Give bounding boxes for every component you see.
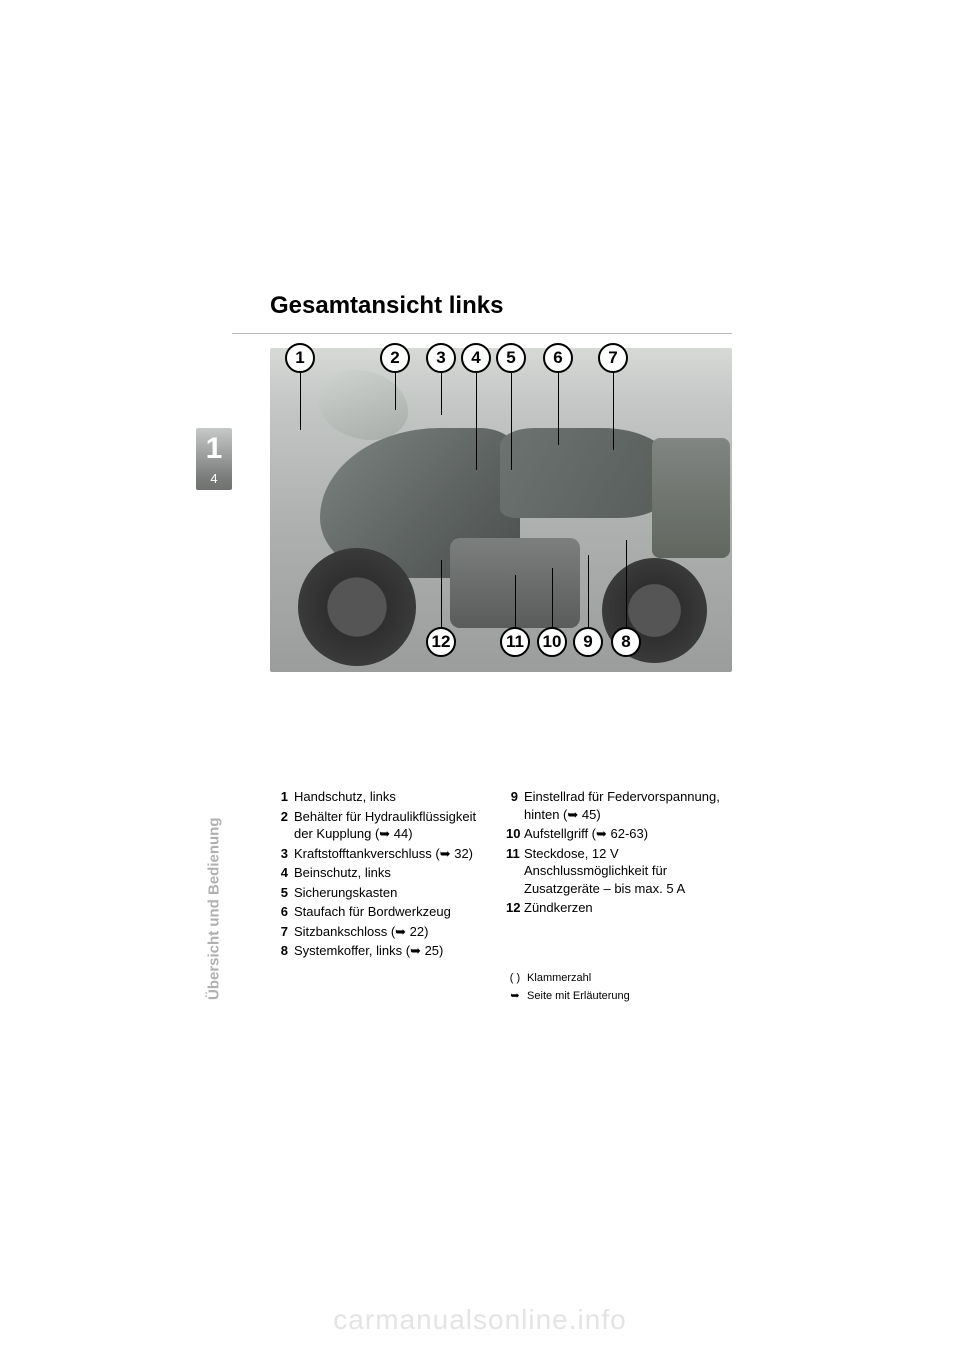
legend-column-right: 9Einstellrad für Federvor­spannung, hint… [506,788,720,919]
photo-shape [652,438,730,558]
callout-10: 10 [537,627,567,657]
callout-leader [300,373,301,430]
callout-4: 4 [461,343,491,373]
callout-leader [441,560,442,627]
callout-8: 8 [611,627,641,657]
callout-leader [588,555,589,627]
legend-item-text: Kraftstofftankverschluss (➥ 32) [294,845,490,863]
callout-leader [552,568,553,627]
legend-item: 3Kraftstofftankverschluss (➥ 32) [276,845,490,863]
callout-leader [515,575,516,627]
section-vertical-label-text: Übersicht und Bedienung [206,817,223,1000]
overview-photo [270,348,732,672]
legend-item-text: Zündkerzen [524,899,720,917]
legend-column-left: 1Handschutz, links2Behälter für Hydrauli… [276,788,490,962]
legend-item: 10Aufstellgriff (➥ 62-63) [506,825,720,843]
legend-item: 7Sitzbankschloss (➥ 22) [276,923,490,941]
legend-item-number: 6 [276,903,294,921]
legend-item: 12Zündkerzen [506,899,720,917]
legend-item-number: 4 [276,864,294,882]
photo-shape [298,548,416,666]
legend-item-text: Einstellrad für Federvor­spannung, hinte… [524,788,720,823]
legend-item: 11Steckdose, 12 V Anschlussmöglichkeit f… [506,845,720,898]
footnote-text: Klammerzahl [524,972,591,984]
footnote-line: ( ) Klammerzahl [506,970,630,988]
legend-item: 6Staufach für Bordwerkzeug [276,903,490,921]
chapter-number: 1 [196,432,232,466]
legend-item-text: Behälter für Hydraulik­flüssigkeit der K… [294,808,490,843]
legend-item-number: 10 [506,825,524,843]
callout-leader [441,373,442,415]
callout-12: 12 [426,627,456,657]
callout-leader [476,373,477,470]
chapter-tab: 1 4 [196,428,232,490]
callout-1: 1 [285,343,315,373]
callout-leader [558,373,559,445]
callout-leader [395,373,396,410]
callout-leader [511,373,512,470]
legend-item-number: 9 [506,788,524,823]
chapter-page-number: 4 [196,471,232,486]
callout-leader [613,373,614,450]
legend-item-number: 2 [276,808,294,843]
title-rule [232,333,732,334]
watermark: carmanualsonline.info [0,1304,960,1336]
legend-item-text: Sicherungskasten [294,884,490,902]
manual-page: Gesamtansicht links 1 4 Übersicht und Be… [0,0,960,1358]
page-title: Gesamtansicht links [270,292,503,320]
legend-item-number: 5 [276,884,294,902]
legend-item: 2Behälter für Hydraulik­flüssigkeit der … [276,808,490,843]
footnote-line: ➥ Seite mit Erläuterung [506,988,630,1006]
callout-6: 6 [543,343,573,373]
legend-item: 4Beinschutz, links [276,864,490,882]
callout-3: 3 [426,343,456,373]
callout-leader [626,540,627,627]
legend-item-number: 1 [276,788,294,806]
legend-item-text: Beinschutz, links [294,864,490,882]
footnote-text: Seite mit Erläuterung [524,990,630,1002]
legend-footnotes: ( ) Klammerzahl➥ Seite mit Erläuterung [506,970,630,1005]
photo-shape [500,428,670,518]
callout-5: 5 [496,343,526,373]
legend-item-number: 3 [276,845,294,863]
legend-item-number: 12 [506,899,524,917]
footnote-symbol: ( ) [506,970,524,988]
callout-7: 7 [598,343,628,373]
legend-item-text: Steckdose, 12 V Anschlussmöglichkeit für… [524,845,720,898]
legend-item-text: Systemkoffer, links (➥ 25) [294,942,490,960]
legend-item-text: Aufstellgriff (➥ 62-63) [524,825,720,843]
legend-item: 8Systemkoffer, links (➥ 25) [276,942,490,960]
legend-item-text: Handschutz, links [294,788,490,806]
legend-item: 1Handschutz, links [276,788,490,806]
legend-item-text: Sitzbankschloss (➥ 22) [294,923,490,941]
footnote-symbol: ➥ [506,988,524,1006]
callout-9: 9 [573,627,603,657]
callout-2: 2 [380,343,410,373]
legend-item: 9Einstellrad für Federvor­spannung, hint… [506,788,720,823]
section-vertical-label: Übersicht und Bedienung [196,760,232,1000]
callout-11: 11 [500,627,530,657]
legend-item: 5Sicherungskasten [276,884,490,902]
legend-item-number: 7 [276,923,294,941]
legend-item-number: 11 [506,845,524,898]
legend-item-text: Staufach für Bordwerkzeug [294,903,490,921]
legend-item-number: 8 [276,942,294,960]
